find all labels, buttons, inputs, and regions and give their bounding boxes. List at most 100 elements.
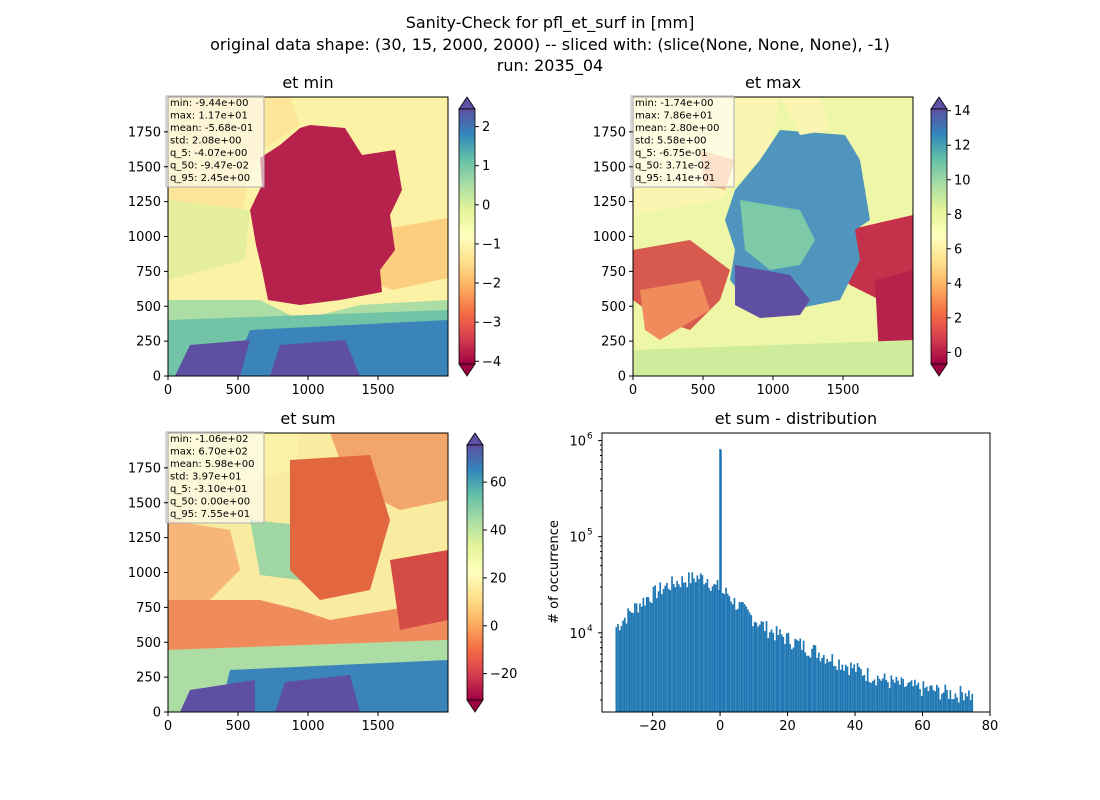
histogram-bar <box>736 608 739 712</box>
histogram-bar <box>814 645 817 712</box>
histogram-bar <box>774 640 776 712</box>
histogram-bar <box>760 621 763 712</box>
x-tick-label: 1500 <box>826 383 859 398</box>
histogram-bar <box>895 676 898 712</box>
stat-line: q_5: -3.10e+01 <box>170 484 247 495</box>
histogram-bar <box>708 587 710 712</box>
histogram-bar <box>650 602 653 712</box>
colorbar-tick-label: −20 <box>490 667 517 682</box>
colorbar-tick-label: 40 <box>490 524 507 539</box>
histogram-bar <box>966 696 969 712</box>
histogram-bar <box>728 596 731 712</box>
histogram-bar <box>747 609 749 712</box>
histogram-bar <box>723 593 726 712</box>
histogram-bar <box>715 584 717 712</box>
histogram-bar <box>630 612 633 712</box>
histogram-bar <box>856 663 859 712</box>
histogram-bar <box>946 689 948 712</box>
colorbar-tick-label: −3 <box>482 316 501 331</box>
histogram-bar <box>903 686 906 712</box>
x-tick-label: 0 <box>716 719 724 734</box>
histogram-bar <box>622 620 624 712</box>
histogram-bar <box>888 688 891 712</box>
histogram-bar <box>920 696 923 712</box>
y-tick-label: 500 <box>601 300 626 315</box>
histogram-bar <box>944 684 947 712</box>
stat-line: q_95: 1.41e+01 <box>635 173 715 184</box>
stat-line: std: 5.58e+00 <box>635 136 707 147</box>
histogram-bar <box>801 649 803 712</box>
histogram-bar <box>802 640 805 712</box>
histogram-bar <box>725 587 727 712</box>
x-ticks-hist: −20 0 20 40 60 80 <box>639 712 998 734</box>
histogram-bar <box>922 681 925 712</box>
histogram-bar <box>868 681 871 712</box>
histogram-bar <box>679 587 682 712</box>
colorbar-tick-label: 6 <box>954 242 962 257</box>
colorbar-tick-label: −4 <box>482 355 501 370</box>
y-tick-label: 1500 <box>128 496 161 511</box>
histogram-bar <box>812 644 815 712</box>
y-tick-exponent: 5 <box>587 528 593 538</box>
histogram-bar <box>876 675 879 712</box>
histogram-bar <box>861 675 864 712</box>
histogram-bar <box>652 586 655 712</box>
histogram-bar <box>855 671 857 712</box>
histogram-bar <box>688 572 690 712</box>
histogram-bar <box>799 638 802 712</box>
stat-line: q_5: -4.07e+00 <box>170 148 247 159</box>
histogram-bar <box>839 669 842 712</box>
y-tick-label: 1750 <box>128 461 161 476</box>
histogram-bar <box>806 655 808 712</box>
y-tick-label: 1250 <box>128 195 161 210</box>
colorbar-tick-label: 10 <box>954 173 971 188</box>
hist-ylabel: # of occurrence <box>547 520 562 624</box>
y-tick-label: 1000 <box>128 566 161 581</box>
figure-run-label: run: 2035_04 <box>496 56 604 75</box>
histogram-bar <box>632 613 635 712</box>
histogram-bar <box>900 677 903 712</box>
histogram-bar <box>666 582 668 712</box>
histogram-bar <box>698 578 700 712</box>
y-tick-label: 750 <box>136 265 161 280</box>
histogram-bar <box>870 682 872 712</box>
x-tick-label: 1000 <box>756 383 789 398</box>
histogram-bar <box>716 579 719 712</box>
histogram-bar <box>748 612 751 712</box>
histogram-bar <box>959 685 962 712</box>
histogram-bar <box>893 682 896 712</box>
panel-et-sum: et sum min: -1.06e+02 max: 6.70e+02mean: … <box>128 409 518 734</box>
histogram-bar <box>833 665 835 712</box>
histogram-bar <box>942 692 945 712</box>
histogram-bar <box>738 602 741 712</box>
histogram-bar <box>709 590 712 712</box>
x-tick-label: 0 <box>164 383 172 398</box>
histogram-bar <box>681 576 683 712</box>
histogram-bar <box>925 686 928 712</box>
colorbar-tick-label: 2 <box>954 311 962 326</box>
histogram-bar <box>775 626 778 712</box>
histogram-bar <box>779 629 781 712</box>
x-tick-label: 60 <box>914 719 931 734</box>
histogram-bar <box>930 685 933 712</box>
panel-et-max: et max min: -1.74e+00 max: 7.86e+01mean: … <box>593 73 971 398</box>
histogram-spike <box>719 448 721 712</box>
histogram-bar <box>740 602 743 712</box>
histogram-bar <box>797 641 800 712</box>
panel-title-et-max: et max <box>745 73 801 92</box>
stat-line: std: 3.97e+01 <box>170 472 242 483</box>
histogram-bar <box>694 582 697 712</box>
histogram-bar <box>662 588 665 712</box>
stat-line: std: 2.08e+00 <box>170 136 242 147</box>
figure-title: Sanity-Check for pfl_et_surf in [mm] <box>405 13 695 32</box>
histogram-bar <box>898 684 901 712</box>
histogram-bar <box>785 633 788 712</box>
y-tick-label: 10 <box>569 627 586 642</box>
histogram-bar <box>929 685 931 712</box>
histogram-bar <box>726 593 729 712</box>
x-tick-label: 0 <box>164 719 172 734</box>
histogram-bar <box>639 603 641 712</box>
histogram-bar <box>971 693 974 712</box>
y-tick-label: 250 <box>136 335 161 350</box>
